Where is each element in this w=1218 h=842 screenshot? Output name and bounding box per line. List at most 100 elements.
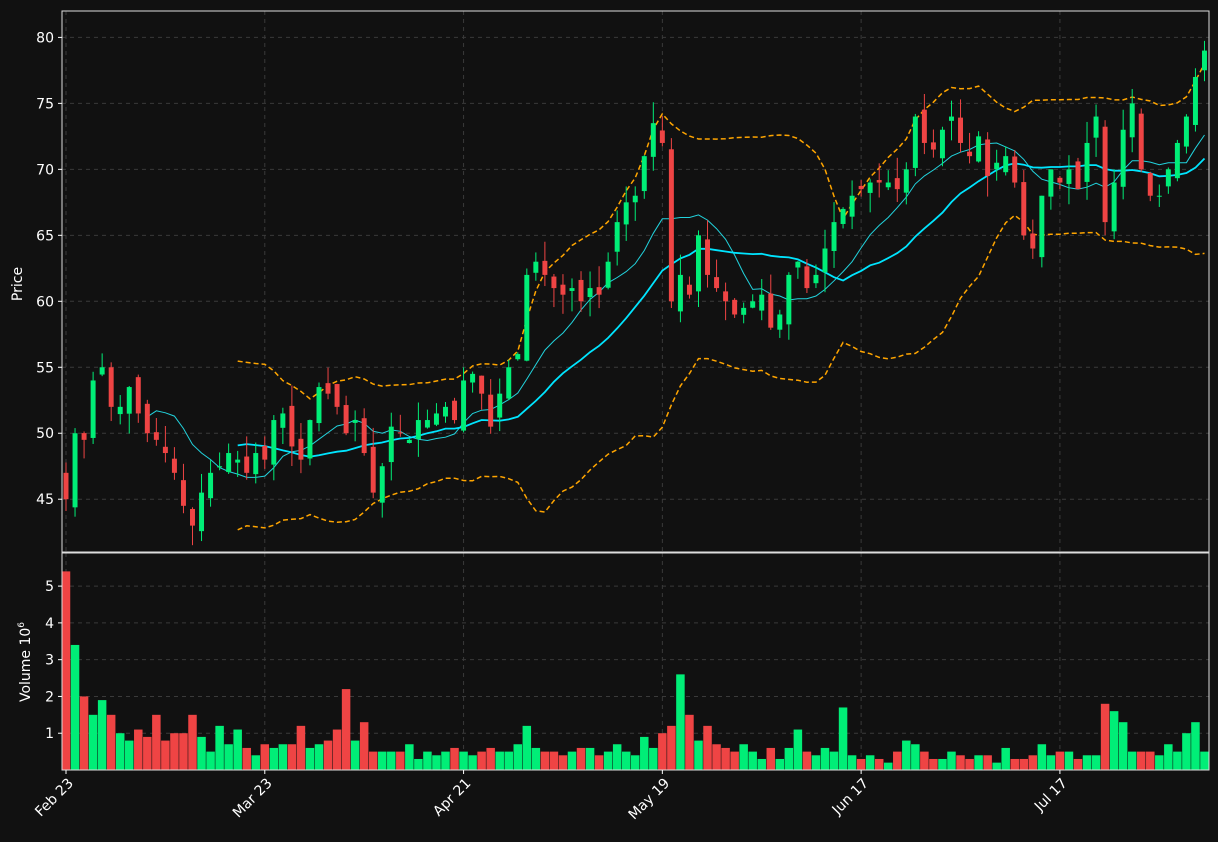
volume-bar: [739, 744, 748, 770]
candle-body: [696, 235, 701, 292]
candle: [1084, 121, 1090, 200]
volume-bar: [685, 714, 694, 770]
candle: [1102, 120, 1108, 236]
candle-body: [1129, 103, 1135, 138]
price-tick-label: 70: [36, 162, 54, 178]
slow-ma-line: [237, 157, 1206, 458]
volume-bar: [206, 751, 215, 770]
candle-body: [840, 208, 846, 224]
candle-body: [325, 383, 331, 394]
volume-bar: [630, 755, 640, 770]
candle-body: [199, 492, 205, 532]
price-panel-frame: [61, 10, 1210, 553]
candle-body: [1183, 116, 1189, 147]
candle: [1120, 109, 1126, 200]
volume-bar: [784, 747, 794, 770]
candle: [388, 412, 394, 481]
volume-bar: [1155, 755, 1164, 770]
candle-body: [867, 182, 873, 193]
candle: [334, 383, 340, 415]
volume-bar: [405, 744, 414, 770]
candle: [623, 186, 629, 241]
candle: [470, 371, 476, 393]
volume-bar: [170, 733, 179, 770]
candle-body: [723, 291, 729, 302]
candle: [858, 180, 864, 197]
volume-bar: [965, 758, 974, 770]
candle-body: [1138, 113, 1144, 170]
candle-body: [217, 466, 223, 468]
candle: [813, 264, 819, 289]
candle-body: [271, 420, 277, 465]
candle: [144, 399, 150, 443]
volume-bar: [856, 758, 866, 770]
price-tick-label: 65: [36, 228, 54, 244]
candle-body: [1048, 169, 1054, 197]
volume-bar: [865, 755, 875, 770]
candle: [406, 438, 412, 444]
candle-body: [406, 439, 412, 444]
volume-bar: [1100, 703, 1110, 770]
candle-body: [135, 377, 141, 414]
volume-bar: [477, 751, 486, 770]
candle-body: [452, 400, 458, 421]
candle-body: [190, 508, 195, 526]
candle-body: [171, 458, 177, 473]
volume-bar: [414, 758, 423, 770]
candle: [253, 442, 259, 484]
candle: [325, 367, 331, 400]
candle-body: [1030, 233, 1036, 249]
volume-bar: [1164, 744, 1173, 770]
candle-body: [958, 117, 964, 143]
candle-body: [1084, 142, 1090, 182]
candle-body: [750, 301, 756, 308]
candle: [506, 359, 512, 401]
volume-bar: [251, 755, 260, 770]
candle-body: [804, 266, 810, 289]
candle-body: [849, 195, 855, 217]
candle-body: [289, 405, 295, 447]
candle: [443, 401, 448, 423]
candle: [849, 180, 855, 230]
candle-body: [732, 299, 738, 315]
volume-bar: [992, 762, 1001, 770]
candle: [958, 99, 964, 153]
volume-bar: [115, 733, 125, 770]
candle-body: [81, 433, 87, 440]
volume-bar: [513, 744, 523, 770]
candle: [361, 408, 367, 456]
volume-bar: [621, 751, 631, 770]
candle: [433, 403, 439, 427]
candle: [1012, 149, 1018, 188]
volume-bar: [558, 755, 568, 770]
candle: [921, 93, 927, 155]
candle: [217, 452, 223, 471]
candle-body: [162, 446, 168, 454]
volume-bar: [486, 747, 495, 770]
volume-bar: [332, 729, 342, 770]
candle: [560, 274, 566, 314]
candle: [199, 473, 205, 542]
candle-body: [99, 367, 105, 375]
candle: [452, 397, 458, 424]
candle: [307, 419, 313, 466]
candle-body: [280, 413, 286, 428]
candle-body: [967, 151, 973, 157]
candle: [741, 302, 747, 324]
candle-body: [1201, 50, 1207, 71]
volume-bar: [504, 751, 513, 770]
candle: [1057, 175, 1063, 189]
candle: [777, 309, 783, 338]
candle: [171, 447, 177, 480]
candle: [1075, 157, 1081, 190]
candle: [1066, 155, 1072, 205]
candle-body: [614, 222, 620, 252]
candle: [696, 230, 701, 307]
candle-body: [343, 405, 349, 434]
volume-bar: [323, 740, 333, 770]
volume-bar: [1010, 758, 1019, 770]
candle: [352, 410, 358, 442]
candle: [723, 282, 729, 321]
volume-bar: [314, 744, 324, 770]
candle: [885, 170, 891, 191]
